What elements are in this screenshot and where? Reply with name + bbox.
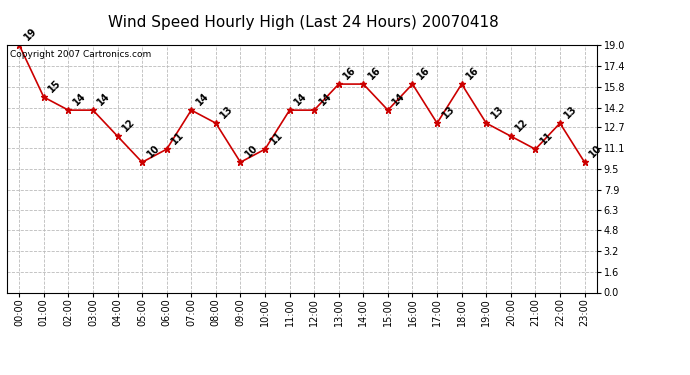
Text: 14: 14 xyxy=(391,91,407,107)
Text: 14: 14 xyxy=(317,91,333,107)
Text: 13: 13 xyxy=(219,104,235,120)
Text: 13: 13 xyxy=(489,104,506,120)
Text: 14: 14 xyxy=(71,91,88,107)
Text: 10: 10 xyxy=(145,143,161,159)
Text: 16: 16 xyxy=(366,64,383,81)
Text: 13: 13 xyxy=(440,104,457,120)
Text: 14: 14 xyxy=(293,91,309,107)
Text: 19: 19 xyxy=(22,26,39,42)
Text: 16: 16 xyxy=(342,64,358,81)
Text: 10: 10 xyxy=(587,143,604,159)
Text: 11: 11 xyxy=(538,130,555,146)
Text: 11: 11 xyxy=(170,130,186,146)
Text: 16: 16 xyxy=(464,64,481,81)
Text: Copyright 2007 Cartronics.com: Copyright 2007 Cartronics.com xyxy=(10,50,151,59)
Text: 14: 14 xyxy=(96,91,112,107)
Text: 11: 11 xyxy=(268,130,284,146)
Text: 12: 12 xyxy=(513,117,530,134)
Text: 12: 12 xyxy=(120,117,137,134)
Text: 15: 15 xyxy=(46,78,63,94)
Text: 10: 10 xyxy=(243,143,260,159)
Text: 14: 14 xyxy=(194,91,210,107)
Text: Wind Speed Hourly High (Last 24 Hours) 20070418: Wind Speed Hourly High (Last 24 Hours) 2… xyxy=(108,15,499,30)
Text: 16: 16 xyxy=(415,64,432,81)
Text: 13: 13 xyxy=(563,104,580,120)
